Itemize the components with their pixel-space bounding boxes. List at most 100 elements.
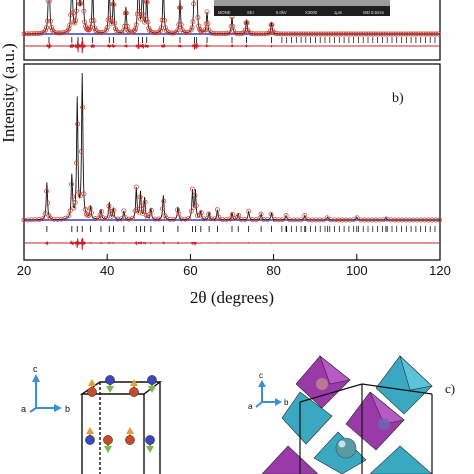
- inset-caption-item: WD 8.5mm: [363, 10, 384, 15]
- inset-caption-item: SEI: [247, 10, 254, 15]
- observed-point: [403, 31, 409, 37]
- observed-point: [429, 217, 435, 223]
- octahedron-purple: [261, 445, 319, 474]
- panel-b-plot: [21, 72, 443, 251]
- observed-point: [384, 216, 390, 222]
- observed-point: [80, 104, 86, 110]
- observed-point: [261, 31, 267, 37]
- observed-point: [68, 181, 74, 187]
- x-axis: 20 40 60 80 100 120: [17, 254, 451, 278]
- magnetic-atom: [85, 435, 95, 445]
- x-tick-label: 40: [100, 263, 114, 278]
- observed-point: [81, 191, 87, 197]
- observed-point: [44, 25, 49, 31]
- observed-point: [189, 24, 195, 30]
- observed-point: [96, 215, 102, 221]
- observed-point: [61, 30, 67, 36]
- observed-point: [130, 215, 136, 221]
- observed-point: [177, 5, 183, 11]
- observed-point: [44, 18, 50, 24]
- observed-point: [324, 215, 330, 221]
- difference-curve: [24, 237, 440, 251]
- observed-point: [413, 31, 419, 37]
- observed-point: [148, 29, 154, 35]
- observed-point: [159, 17, 165, 23]
- observed-point: [298, 217, 304, 223]
- observed-point: [279, 217, 285, 223]
- observed-point: [152, 216, 158, 222]
- observed-point: [135, 207, 141, 212]
- observed-point: [78, 148, 84, 154]
- observed-point: [51, 29, 57, 35]
- axis-c-right-arrow: [258, 380, 266, 387]
- observed-point: [137, 194, 143, 200]
- observed-point: [288, 31, 294, 37]
- observed-point: [206, 211, 212, 217]
- observed-point: [31, 31, 37, 37]
- observed-point: [68, 12, 74, 18]
- observed-point: [361, 31, 366, 37]
- observed-point: [56, 30, 62, 36]
- observed-point: [145, 215, 151, 220]
- x-tick-label: 20: [17, 263, 31, 278]
- a-site-atom-highlight: [338, 440, 346, 448]
- axes-left: c a b: [21, 364, 70, 414]
- observed-point: [244, 20, 250, 26]
- observed-point: [46, 213, 52, 218]
- observed-point: [229, 211, 235, 217]
- observed-point: [171, 216, 177, 222]
- observed-point: [122, 23, 128, 29]
- x-axis-label: 2θ (degrees): [190, 288, 274, 307]
- observed-point: [276, 217, 282, 223]
- observed-point: [365, 31, 371, 37]
- observed-point: [306, 31, 311, 37]
- observed-point: [24, 31, 29, 37]
- axis-b-left-arrow: [54, 404, 62, 412]
- observed-point: [211, 30, 217, 36]
- observed-point: [223, 217, 229, 223]
- inset-caption-item: 1μm: [334, 10, 343, 15]
- observed-point: [430, 31, 436, 37]
- observed-point: [331, 31, 336, 37]
- spin-arrowhead: [106, 386, 114, 393]
- observed-point: [142, 19, 148, 25]
- observed-point: [76, 189, 82, 195]
- observed-point: [133, 184, 139, 190]
- observed-point: [195, 213, 200, 218]
- observed-point: [348, 31, 354, 37]
- observed-point: [198, 29, 204, 34]
- observed-point: [67, 208, 73, 214]
- observed-point: [323, 31, 329, 37]
- observed-point: [103, 215, 109, 221]
- magnetic-atom: [147, 375, 157, 385]
- sem-inset-caption: MONE SEI 5.0kV X3000 1μm WD 8.5mm: [218, 10, 384, 15]
- observed-point: [143, 16, 148, 22]
- observed-point: [258, 211, 264, 217]
- octahedron-cyan: [281, 391, 333, 445]
- observed-point: [29, 217, 34, 223]
- observed-point: [212, 216, 218, 222]
- magnetic-atom: [129, 387, 139, 397]
- observed-point: [227, 216, 233, 222]
- observed-point: [422, 217, 428, 223]
- observed-point: [383, 31, 389, 37]
- observed-point: [142, 199, 148, 205]
- observed-point: [141, 205, 147, 211]
- observed-point: [388, 31, 394, 37]
- observed-point: [351, 217, 356, 223]
- observed-point: [377, 217, 383, 223]
- observed-point: [398, 31, 404, 37]
- observed-point: [332, 217, 338, 223]
- spin-arrowhead: [148, 386, 156, 393]
- inset-caption-item: X3000: [305, 10, 318, 15]
- x-tick-label: 120: [429, 263, 451, 278]
- observed-point: [410, 217, 416, 223]
- observed-point: [167, 216, 173, 222]
- observed-point: [385, 31, 391, 37]
- observed-point: [188, 208, 194, 214]
- inset-caption-item: 5.0kV: [276, 10, 287, 15]
- observed-point: [388, 217, 394, 223]
- observed-point: [145, 19, 151, 25]
- observed-point: [197, 212, 203, 218]
- observed-point: [356, 31, 361, 37]
